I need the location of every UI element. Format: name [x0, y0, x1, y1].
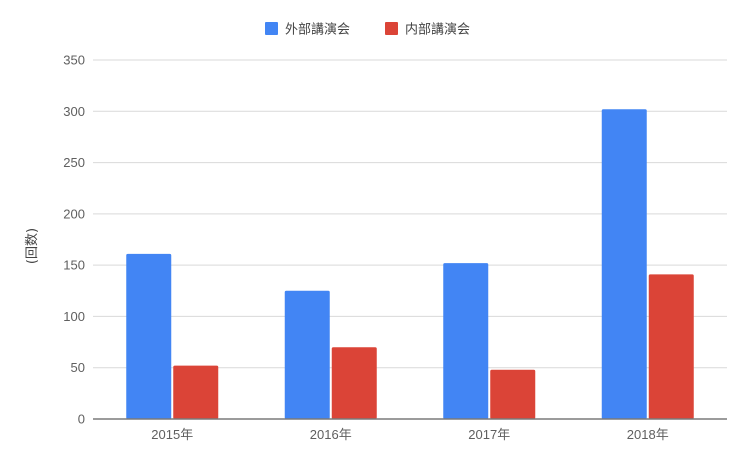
legend-swatch [385, 22, 398, 35]
y-axis-ticks: 0 50 100 150 200 250 300 350 [63, 53, 85, 427]
y-tick-label: 0 [78, 412, 85, 427]
y-tick-label: 250 [63, 155, 85, 170]
bar-internal-2 [490, 369, 536, 419]
x-tick-label: 2016年 [310, 427, 352, 442]
y-tick-label: 150 [63, 258, 85, 273]
y-tick-label: 50 [71, 360, 85, 375]
legend-label: 内部講演会 [405, 22, 470, 38]
bar-internal-0 [173, 365, 219, 419]
bar-internal-1 [331, 347, 377, 419]
x-axis-ticks: 2015年 2016年 2017年 2018年 [151, 427, 668, 442]
legend: 外部講演会 内部講演会 [265, 22, 470, 38]
y-tick-label: 100 [63, 309, 85, 324]
bar-external-0 [126, 253, 172, 419]
x-tick-label: 2017年 [468, 427, 510, 442]
gridlines [93, 59, 727, 369]
bars [126, 109, 694, 419]
y-tick-label: 350 [63, 53, 85, 68]
bar-external-2 [443, 263, 489, 419]
legend-swatch [265, 22, 278, 35]
x-tick-label: 2015年 [151, 427, 193, 442]
y-tick-label: 300 [63, 104, 85, 119]
bar-external-3 [601, 109, 647, 419]
x-tick-label: 2018年 [627, 427, 669, 442]
legend-label: 外部講演会 [285, 22, 350, 38]
y-axis-title: (回数) [25, 228, 40, 264]
y-tick-label: 200 [63, 206, 85, 221]
bar-internal-3 [648, 274, 694, 419]
bar-external-1 [284, 290, 330, 419]
